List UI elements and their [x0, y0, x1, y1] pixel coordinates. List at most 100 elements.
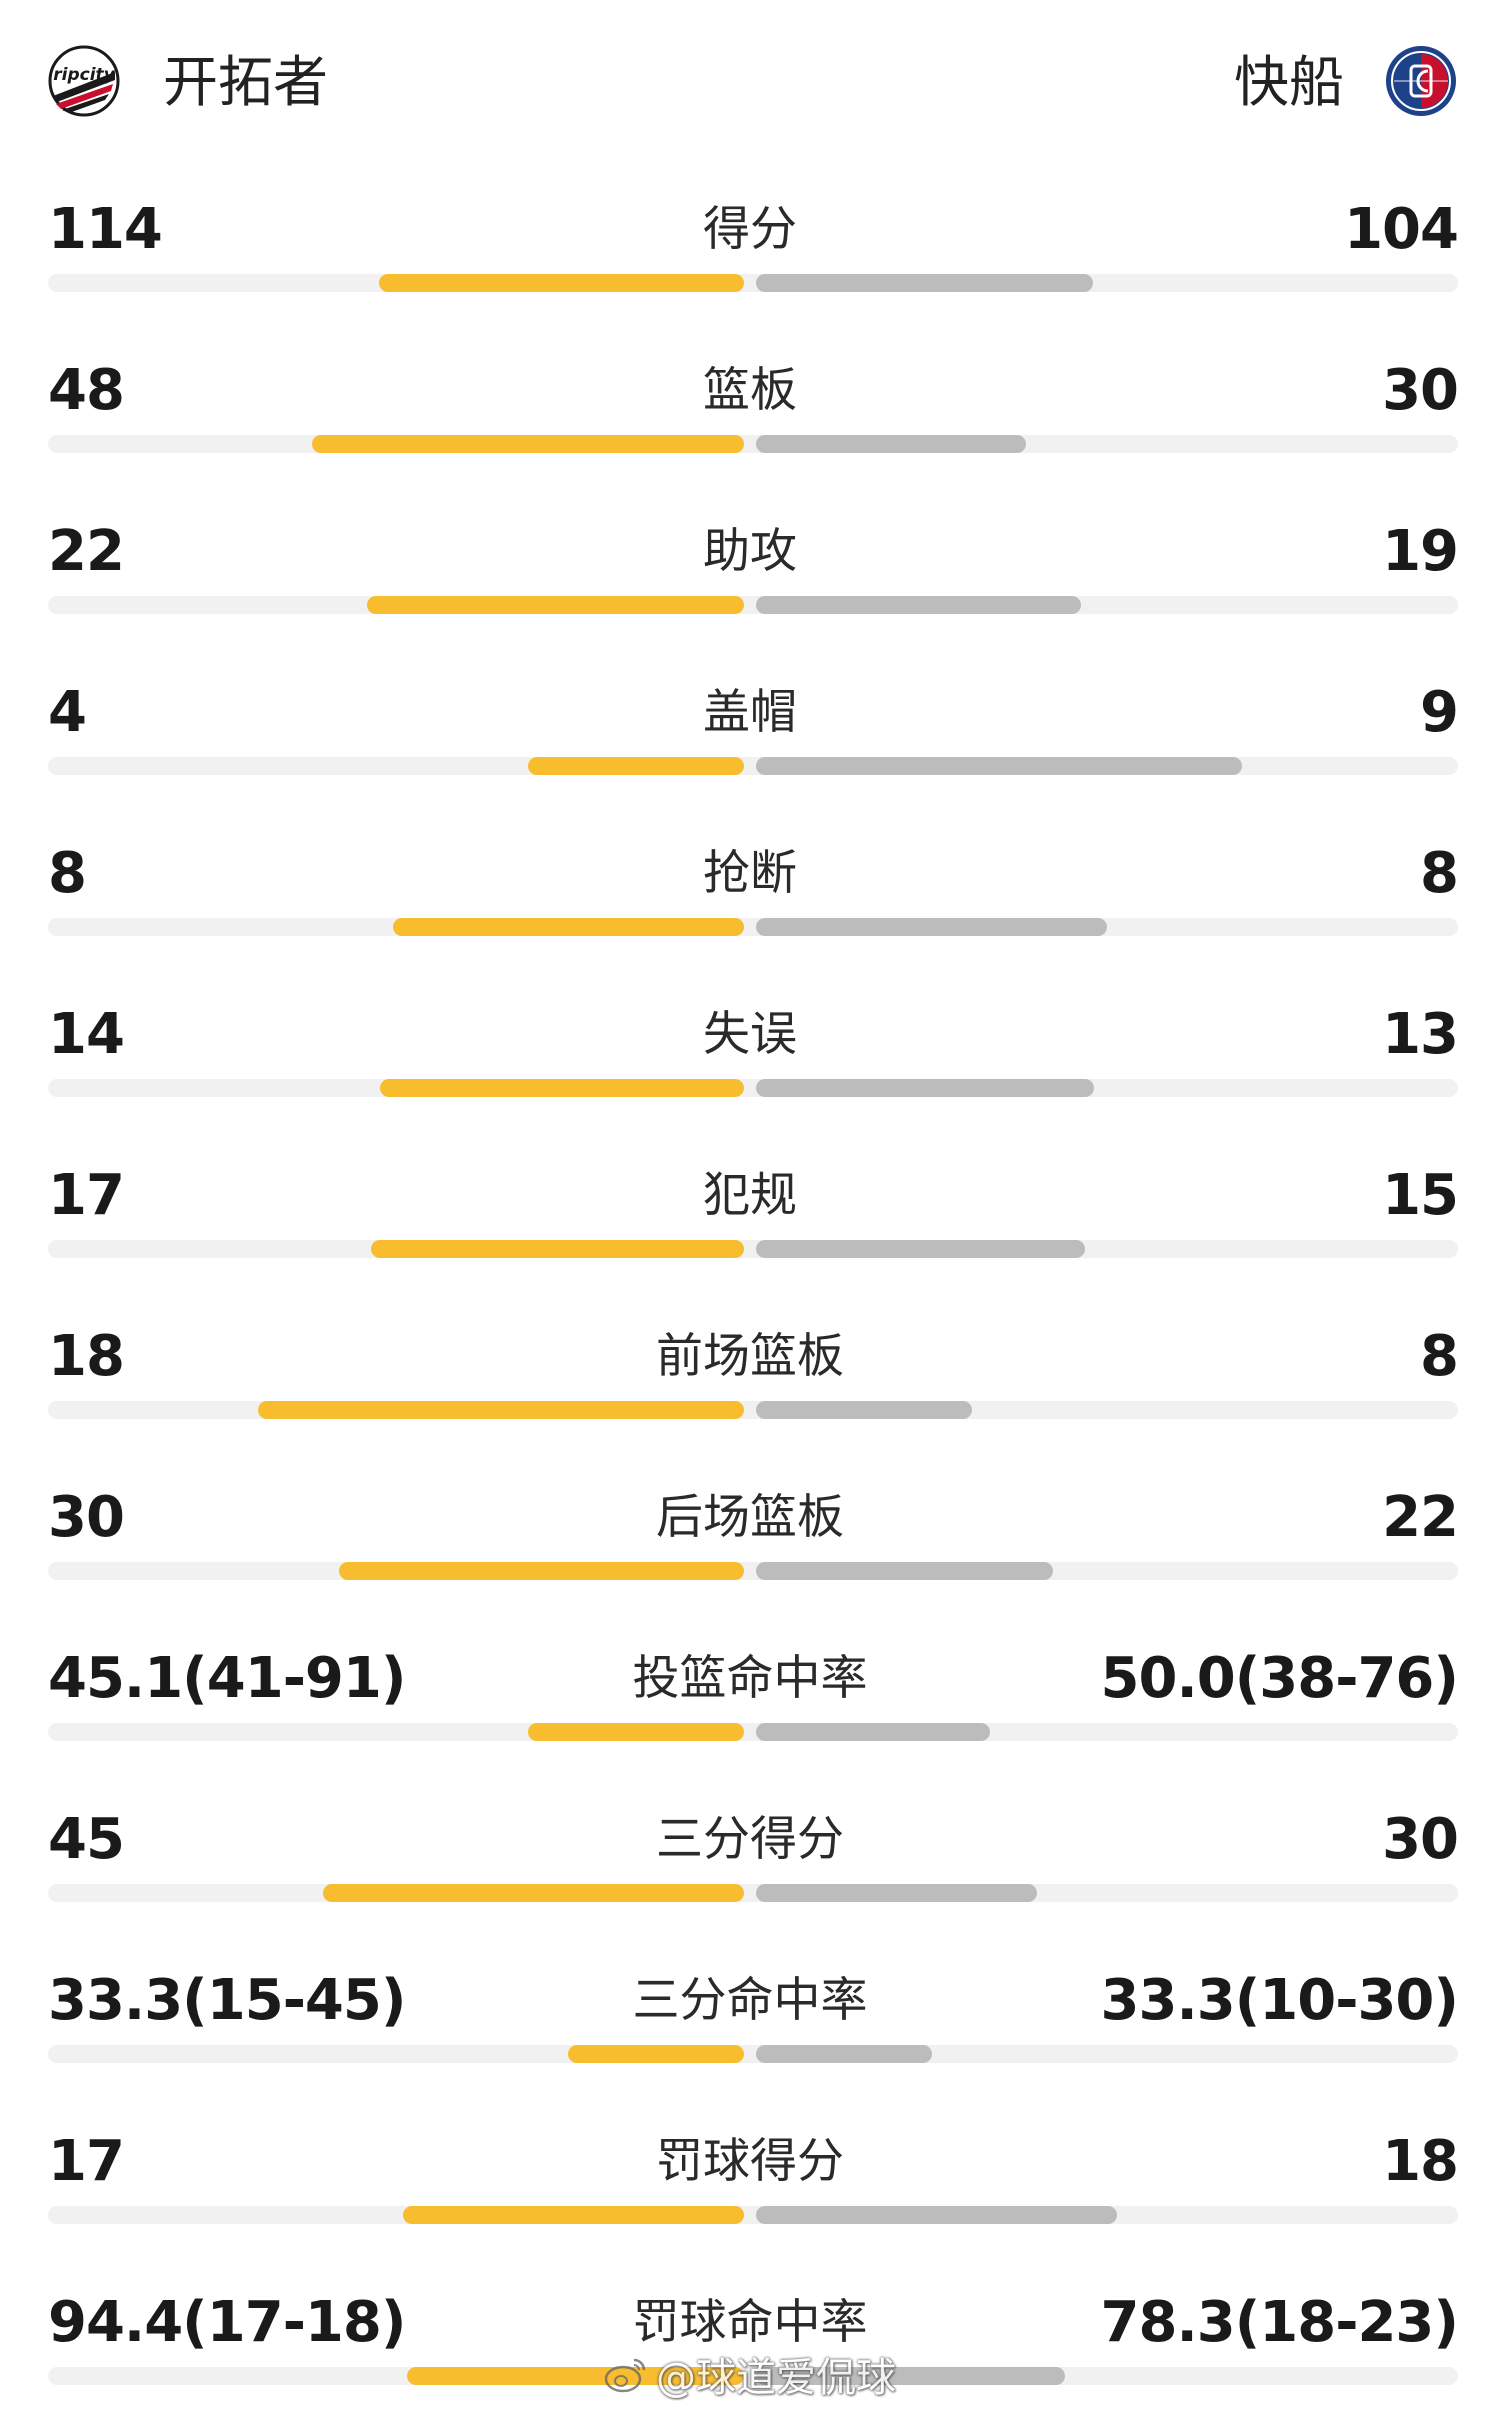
stat-label: 三分得分: [656, 1812, 844, 1867]
home-stat-bar: [403, 2206, 744, 2224]
away-stat-value: 50.0(38-76): [1100, 1646, 1459, 1711]
away-stat-bar: [756, 1079, 1094, 1097]
stat-label: 投篮命中率: [632, 1651, 868, 1706]
watermark-text: @球道爱侃球: [656, 2355, 896, 2401]
away-stat-value: 22: [1382, 1485, 1459, 1550]
stat-label: 助攻: [703, 524, 797, 579]
away-stat-value: 104: [1344, 197, 1459, 262]
stat-row: 33.3(15-45) 三分命中率 33.3(10-30): [0, 1951, 1500, 2112]
clippers-logo-icon: [1384, 44, 1458, 118]
home-stat-value: 48: [48, 358, 125, 423]
stat-label: 盖帽: [703, 685, 797, 740]
away-stat-bar: [756, 274, 1093, 292]
stat-bar-track: [48, 2367, 1458, 2385]
away-stat-bar: [756, 2045, 932, 2063]
stat-label: 抢断: [703, 846, 797, 901]
stat-bar-track: [48, 274, 1458, 292]
weibo-icon: [604, 2358, 646, 2393]
logo-text: ripcity: [53, 65, 115, 85]
away-stat-bar: [756, 1401, 972, 1419]
home-stat-bar: [258, 1401, 744, 1419]
away-stat-bar: [756, 1240, 1085, 1258]
home-stat-bar: [528, 757, 744, 775]
stat-row: 22 助攻 19: [0, 502, 1500, 663]
stat-bar-track: [48, 1562, 1458, 1580]
stat-label: 罚球命中率: [632, 2295, 868, 2350]
home-stat-value: 4: [48, 680, 87, 745]
home-stat-value: 17: [48, 1163, 125, 1228]
stat-label: 犯规: [703, 1168, 797, 1223]
stat-bar-track: [48, 435, 1458, 453]
away-stat-bar: [756, 918, 1107, 936]
stat-label: 前场篮板: [656, 1329, 844, 1384]
home-stat-bar: [393, 918, 744, 936]
away-stat-value: 13: [1382, 1002, 1459, 1067]
home-stat-value: 17: [48, 2129, 125, 2194]
stat-row: 17 犯规 15: [0, 1146, 1500, 1307]
away-stat-value: 9: [1420, 680, 1459, 745]
home-stat-bar: [323, 1884, 744, 1902]
stat-row: 45.1(41-91) 投篮命中率 50.0(38-76): [0, 1629, 1500, 1790]
away-stat-value: 15: [1382, 1163, 1459, 1228]
home-stat-value: 14: [48, 1002, 125, 1067]
home-stat-value: 114: [48, 197, 163, 262]
stat-bar-track: [48, 2206, 1458, 2224]
stat-label: 篮板: [703, 363, 797, 418]
away-stat-bar: [756, 1723, 990, 1741]
stat-bar-track: [48, 918, 1458, 936]
home-stat-bar: [568, 2045, 744, 2063]
away-stat-value: 18: [1382, 2129, 1459, 2194]
home-stat-value: 45: [48, 1807, 125, 1872]
away-stat-value: 8: [1420, 1324, 1459, 1389]
watermark: @球道爱侃球: [604, 2348, 896, 2401]
stats-list: 114 得分 104 48 篮板 30 22 助攻 19 4 盖帽 9 8 抢断 8 14 失误 13 17 犯规 15…: [0, 180, 1500, 2434]
stat-row: 14 失误 13: [0, 985, 1500, 1146]
stat-row: 30 后场篮板 22: [0, 1468, 1500, 1629]
stat-row: 8 抢断 8: [0, 824, 1500, 985]
away-stat-value: 30: [1382, 358, 1459, 423]
away-stat-bar: [756, 1562, 1053, 1580]
stat-label: 失误: [703, 1007, 797, 1062]
stat-bar-track: [48, 757, 1458, 775]
stat-bar-track: [48, 1240, 1458, 1258]
away-stat-value: 78.3(18-23): [1100, 2290, 1459, 2355]
stat-bar-track: [48, 1079, 1458, 1097]
home-stat-bar: [367, 596, 744, 614]
stat-label: 得分: [703, 202, 797, 257]
stat-row: 114 得分 104: [0, 180, 1500, 341]
away-stat-value: 8: [1420, 841, 1459, 906]
home-stat-value: 33.3(15-45): [48, 1968, 406, 2033]
stat-row: 4 盖帽 9: [0, 663, 1500, 824]
away-stat-bar: [756, 1884, 1037, 1902]
stat-label: 罚球得分: [656, 2134, 844, 2189]
away-stat-bar: [756, 2206, 1117, 2224]
home-stat-value: 94.4(17-18): [48, 2290, 406, 2355]
away-stat-value: 30: [1382, 1807, 1459, 1872]
stat-row: 45 三分得分 30: [0, 1790, 1500, 1951]
home-stat-bar: [379, 274, 744, 292]
trail-blazers-logo-icon: ripcity: [47, 44, 121, 118]
away-stat-bar: [756, 435, 1026, 453]
home-stat-bar: [407, 2367, 744, 2385]
home-stat-bar: [312, 435, 744, 453]
home-stat-value: 45.1(41-91): [48, 1646, 406, 1711]
stat-row: 18 前场篮板 8: [0, 1307, 1500, 1468]
away-stat-bar: [756, 2367, 1065, 2385]
away-stat-bar: [756, 596, 1081, 614]
home-stat-value: 18: [48, 1324, 125, 1389]
home-stat-bar: [380, 1079, 744, 1097]
home-stat-bar: [371, 1240, 744, 1258]
home-stat-value: 22: [48, 519, 125, 584]
away-stat-value: 33.3(10-30): [1100, 1968, 1459, 2033]
stat-label: 三分命中率: [632, 1973, 868, 2028]
stat-bar-track: [48, 1723, 1458, 1741]
away-team-name: 快船: [1233, 50, 1344, 114]
home-stat-value: 30: [48, 1485, 125, 1550]
stat-bar-track: [48, 1884, 1458, 1902]
stat-row: 94.4(17-18) 罚球命中率 78.3(18-23): [0, 2273, 1500, 2434]
home-stat-value: 8: [48, 841, 87, 906]
stat-label: 后场篮板: [656, 1490, 844, 1545]
away-stat-value: 19: [1382, 519, 1459, 584]
home-stat-bar: [339, 1562, 744, 1580]
